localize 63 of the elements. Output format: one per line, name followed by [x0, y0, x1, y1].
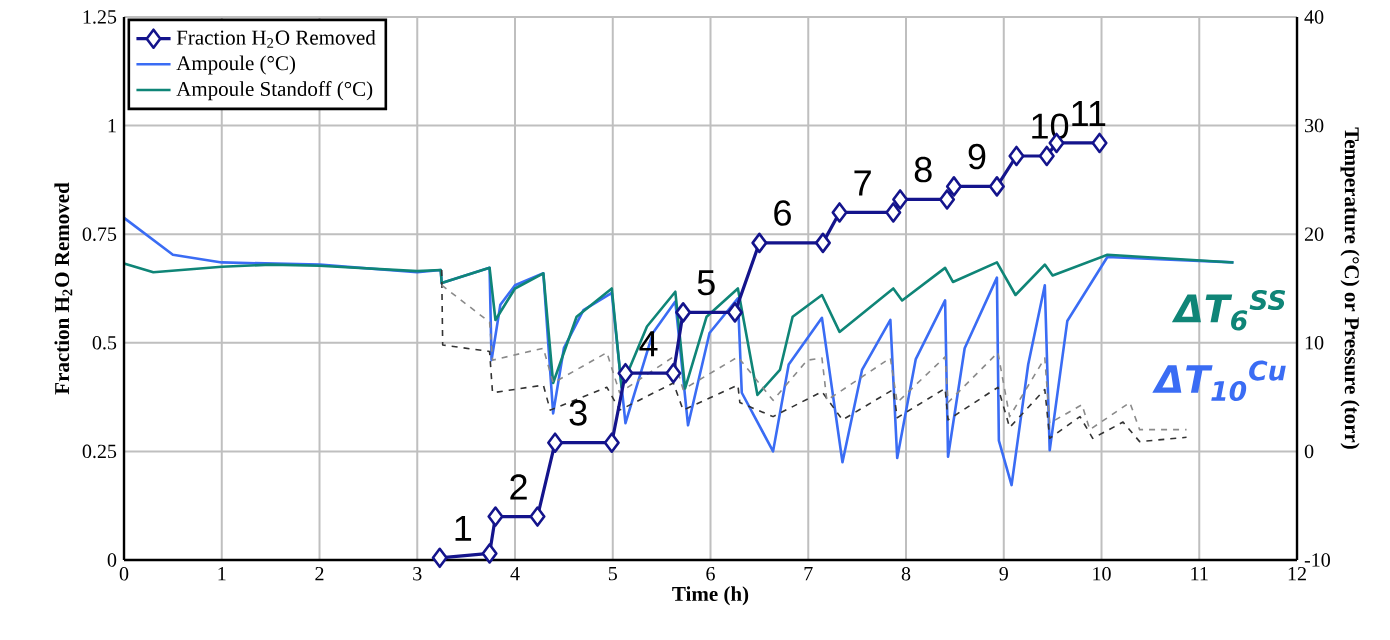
point — [939, 189, 956, 210]
y2-tick-label: 0 — [1304, 444, 1314, 459]
point — [751, 232, 768, 254]
x-tick-label: 9 — [999, 567, 1008, 581]
y-tick-label: 1 — [108, 118, 116, 133]
annotation: 6 — [774, 200, 791, 226]
x-tick-label: 12 — [1288, 567, 1306, 581]
point — [1008, 145, 1025, 167]
y2-tick-label: 30 — [1305, 118, 1324, 133]
x-tick-label: 6 — [706, 567, 715, 581]
annotation: 9 — [968, 143, 986, 170]
point — [675, 302, 692, 323]
y2-tick-label: 40 — [1304, 10, 1324, 24]
point — [431, 547, 448, 569]
point — [603, 432, 620, 453]
point — [945, 176, 962, 197]
x-tick-label: 10 — [1093, 567, 1111, 581]
y2-axis-title: Temperature (°C) or Pressure (torr) — [1340, 127, 1360, 449]
x-tick-label: 8 — [901, 567, 911, 581]
legend-label: Ampoule (°C) — [176, 55, 296, 75]
point — [665, 362, 682, 384]
legend-label: Fraction H$_{2}$O Removed — [176, 29, 376, 48]
x-tick-label: 11 — [1191, 567, 1208, 581]
point — [885, 202, 902, 223]
annotation: 5 — [697, 270, 715, 296]
y-tick-label: 1.25 — [83, 10, 117, 24]
x-tick-label: 3 — [413, 567, 422, 581]
y2-tick-label: 20 — [1304, 227, 1324, 241]
point — [529, 506, 546, 527]
point — [831, 202, 848, 223]
point — [814, 232, 831, 254]
point — [1091, 132, 1108, 154]
annotation: 2 — [510, 474, 527, 500]
point — [487, 506, 504, 527]
annotation: 3 — [569, 400, 587, 426]
point — [617, 362, 634, 384]
x-tick-label: 0 — [119, 567, 129, 581]
x-tick-label: 5 — [608, 567, 617, 581]
y-tick-label: 0.75 — [82, 227, 117, 241]
point — [726, 302, 743, 323]
annotation: 1 — [455, 515, 472, 541]
point — [988, 176, 1005, 197]
point — [1038, 145, 1055, 167]
x-axis-title: Time (h) — [672, 586, 749, 606]
annotation: ΔT$_{6}$SS — [1171, 289, 1286, 331]
x-tick-label: 4 — [510, 567, 520, 581]
y-tick-label: 0.5 — [92, 336, 117, 350]
annotation: 7 — [854, 170, 871, 196]
legend-label: Ampoule Standoff (°C) — [176, 81, 373, 101]
point — [892, 189, 909, 210]
y2-tick-label: -10 — [1304, 553, 1330, 567]
annotation: ΔT$_{10}$Cu — [1152, 360, 1286, 402]
point — [481, 543, 498, 564]
y-tick-label: 0 — [107, 553, 117, 567]
y-axis-title: Fraction H$_{2}$O Removed — [54, 182, 73, 395]
annotation: 8 — [914, 156, 932, 183]
x-tick-label: 1 — [218, 567, 226, 581]
x-tick-label: 2 — [315, 567, 324, 581]
point — [547, 432, 564, 453]
annotation: 11 — [1072, 101, 1106, 126]
y2-tick-label: 10 — [1305, 336, 1324, 350]
y-tick-label: 0.25 — [82, 444, 117, 459]
x-tick-label: 7 — [804, 567, 813, 581]
